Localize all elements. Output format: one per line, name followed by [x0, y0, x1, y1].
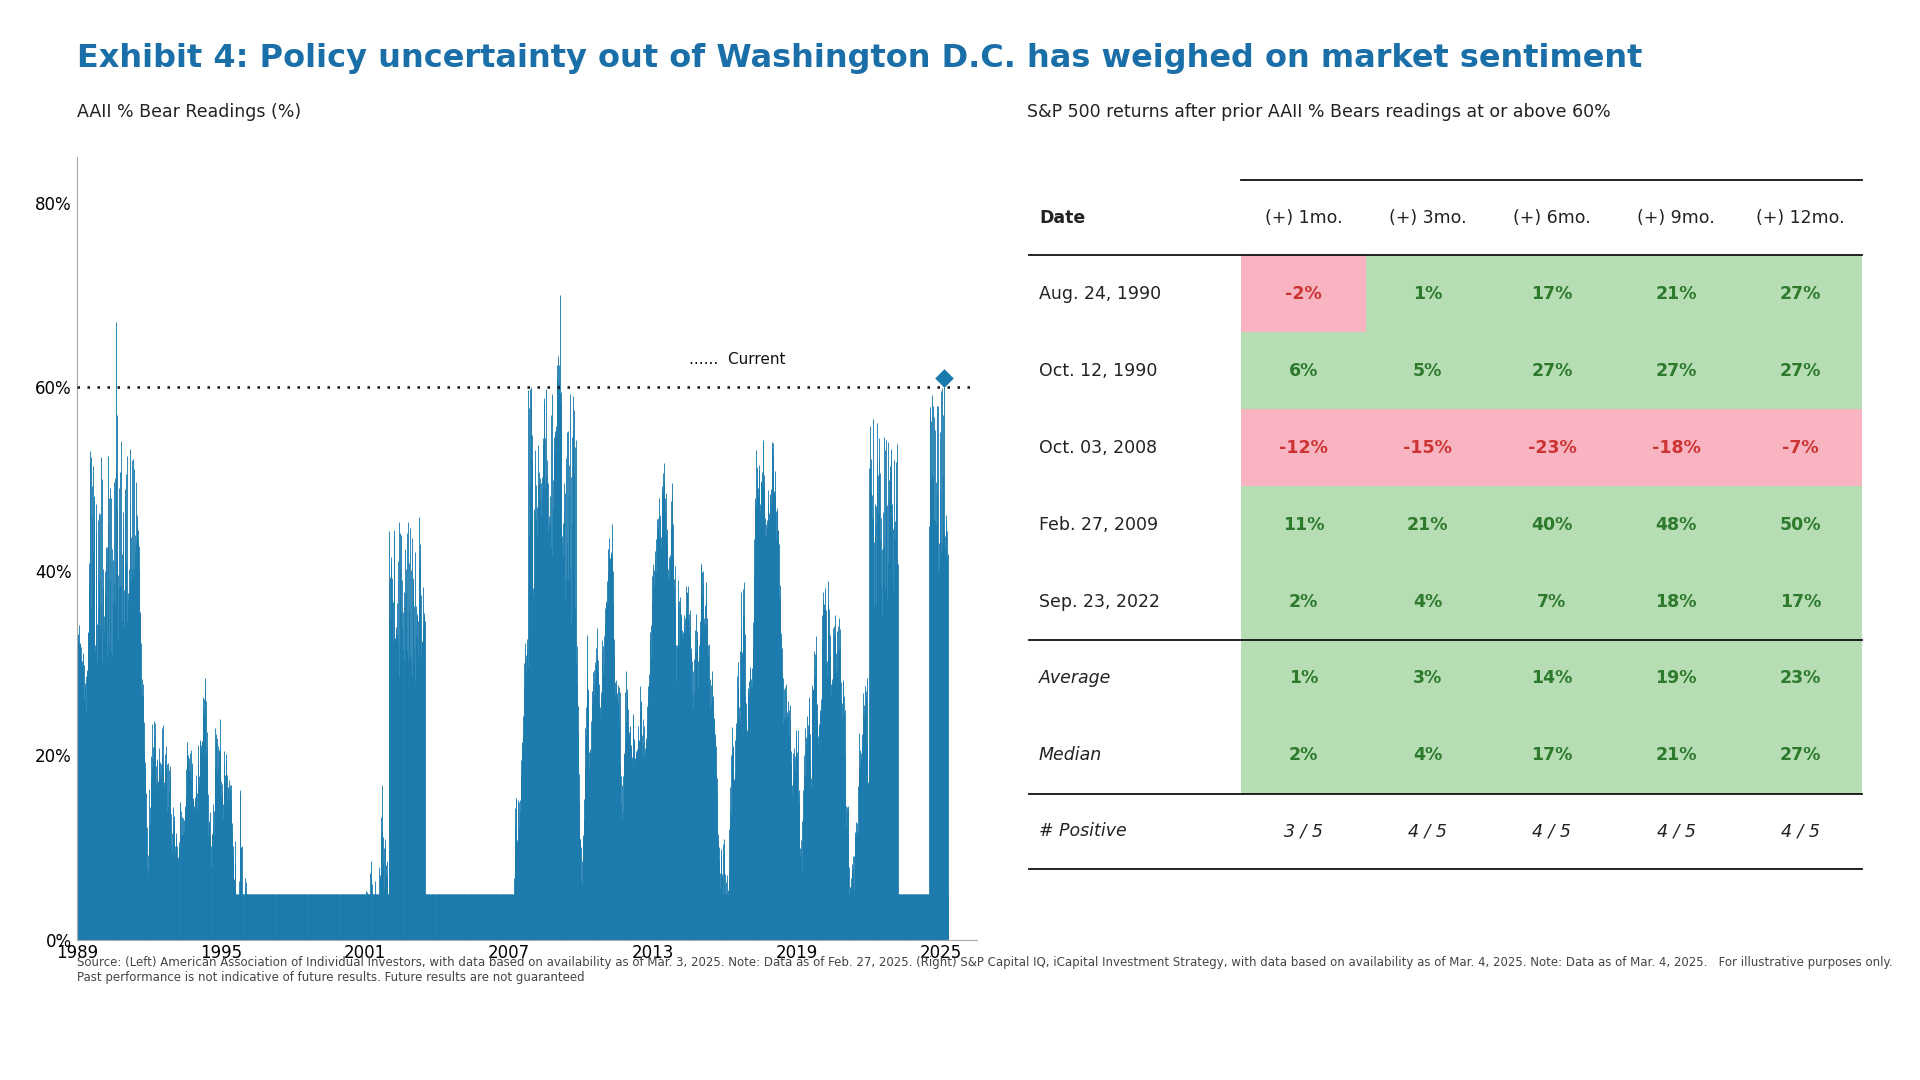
Point — [929, 369, 960, 387]
Bar — [1242, 409, 1365, 486]
Text: 21%: 21% — [1407, 515, 1448, 534]
Text: ......  Current: ...... Current — [689, 352, 785, 366]
Text: 6%: 6% — [1288, 362, 1319, 380]
Bar — [1365, 255, 1490, 333]
Text: 4 / 5: 4 / 5 — [1782, 823, 1820, 840]
Bar — [1365, 640, 1490, 717]
Bar — [1242, 640, 1365, 717]
Bar — [1365, 486, 1490, 563]
Text: 4%: 4% — [1413, 746, 1442, 765]
Text: AAII % Bear Readings (%): AAII % Bear Readings (%) — [77, 103, 301, 121]
Text: 2%: 2% — [1288, 593, 1319, 610]
Text: 23%: 23% — [1780, 670, 1820, 688]
Text: 21%: 21% — [1655, 746, 1697, 765]
Bar — [1490, 640, 1615, 717]
Text: Average: Average — [1039, 670, 1112, 688]
Bar — [1738, 486, 1862, 563]
Bar — [1738, 255, 1862, 333]
Bar — [1738, 717, 1862, 794]
Text: (+) 6mo.: (+) 6mo. — [1513, 208, 1592, 227]
Bar — [1490, 409, 1615, 486]
Text: 3 / 5: 3 / 5 — [1284, 823, 1323, 840]
Bar — [1490, 486, 1615, 563]
Bar — [1490, 255, 1615, 333]
Bar — [1365, 717, 1490, 794]
Bar — [1490, 333, 1615, 409]
Text: Aug. 24, 1990: Aug. 24, 1990 — [1039, 285, 1162, 302]
Text: S&P 500 returns after prior AAII % Bears readings at or above 60%: S&P 500 returns after prior AAII % Bears… — [1027, 103, 1611, 121]
Text: 27%: 27% — [1780, 362, 1820, 380]
Bar — [1738, 333, 1862, 409]
Text: 40%: 40% — [1532, 515, 1572, 534]
Text: 17%: 17% — [1532, 746, 1572, 765]
Text: 27%: 27% — [1780, 746, 1820, 765]
Text: -23%: -23% — [1528, 438, 1576, 457]
Text: Source: (Left) American Association of Individual Investors, with data based on : Source: (Left) American Association of I… — [77, 956, 1893, 984]
Text: 18%: 18% — [1655, 593, 1697, 610]
Text: # Positive: # Positive — [1039, 823, 1127, 840]
Text: -15%: -15% — [1404, 438, 1452, 457]
Text: 14%: 14% — [1532, 670, 1572, 688]
Text: 48%: 48% — [1655, 515, 1697, 534]
Text: 11%: 11% — [1283, 515, 1325, 534]
Bar — [1490, 717, 1615, 794]
Bar — [1490, 563, 1615, 640]
Text: 27%: 27% — [1780, 285, 1820, 302]
Text: Median: Median — [1039, 746, 1102, 765]
Text: 1%: 1% — [1413, 285, 1442, 302]
Bar — [1615, 563, 1738, 640]
Bar — [1738, 640, 1862, 717]
Text: 21%: 21% — [1655, 285, 1697, 302]
Text: 5%: 5% — [1413, 362, 1442, 380]
Text: -18%: -18% — [1651, 438, 1701, 457]
Text: (+) 12mo.: (+) 12mo. — [1757, 208, 1845, 227]
Text: 4 / 5: 4 / 5 — [1407, 823, 1448, 840]
Text: 17%: 17% — [1532, 285, 1572, 302]
Text: Date: Date — [1039, 208, 1085, 227]
Bar — [1738, 563, 1862, 640]
Bar — [1365, 563, 1490, 640]
Text: 3%: 3% — [1413, 670, 1442, 688]
Text: (+) 9mo.: (+) 9mo. — [1638, 208, 1715, 227]
Text: 17%: 17% — [1780, 593, 1820, 610]
Text: -2%: -2% — [1284, 285, 1323, 302]
Bar — [1615, 333, 1738, 409]
Text: (+) 1mo.: (+) 1mo. — [1265, 208, 1342, 227]
Bar — [1738, 409, 1862, 486]
Text: Sep. 23, 2022: Sep. 23, 2022 — [1039, 593, 1160, 610]
Bar — [1242, 717, 1365, 794]
Bar — [1615, 409, 1738, 486]
Text: Oct. 03, 2008: Oct. 03, 2008 — [1039, 438, 1158, 457]
Bar — [1365, 409, 1490, 486]
Text: 4%: 4% — [1413, 593, 1442, 610]
Bar — [1242, 486, 1365, 563]
Bar — [1615, 717, 1738, 794]
Bar — [1615, 255, 1738, 333]
Text: Exhibit 4: Policy uncertainty out of Washington D.C. has weighed on market senti: Exhibit 4: Policy uncertainty out of Was… — [77, 43, 1642, 75]
Text: 4 / 5: 4 / 5 — [1657, 823, 1695, 840]
Text: 4 / 5: 4 / 5 — [1532, 823, 1571, 840]
Text: 7%: 7% — [1538, 593, 1567, 610]
Text: 1%: 1% — [1288, 670, 1319, 688]
Bar — [1615, 640, 1738, 717]
Bar — [1242, 563, 1365, 640]
Text: 19%: 19% — [1655, 670, 1697, 688]
Text: (+) 3mo.: (+) 3mo. — [1388, 208, 1467, 227]
Text: 27%: 27% — [1532, 362, 1572, 380]
Bar — [1365, 333, 1490, 409]
Bar — [1242, 333, 1365, 409]
Text: 50%: 50% — [1780, 515, 1820, 534]
Bar — [1615, 486, 1738, 563]
Text: 2%: 2% — [1288, 746, 1319, 765]
Bar — [1242, 255, 1365, 333]
Text: 27%: 27% — [1655, 362, 1697, 380]
Text: Feb. 27, 2009: Feb. 27, 2009 — [1039, 515, 1158, 534]
Text: Oct. 12, 1990: Oct. 12, 1990 — [1039, 362, 1158, 380]
Text: -7%: -7% — [1782, 438, 1818, 457]
Text: -12%: -12% — [1279, 438, 1329, 457]
